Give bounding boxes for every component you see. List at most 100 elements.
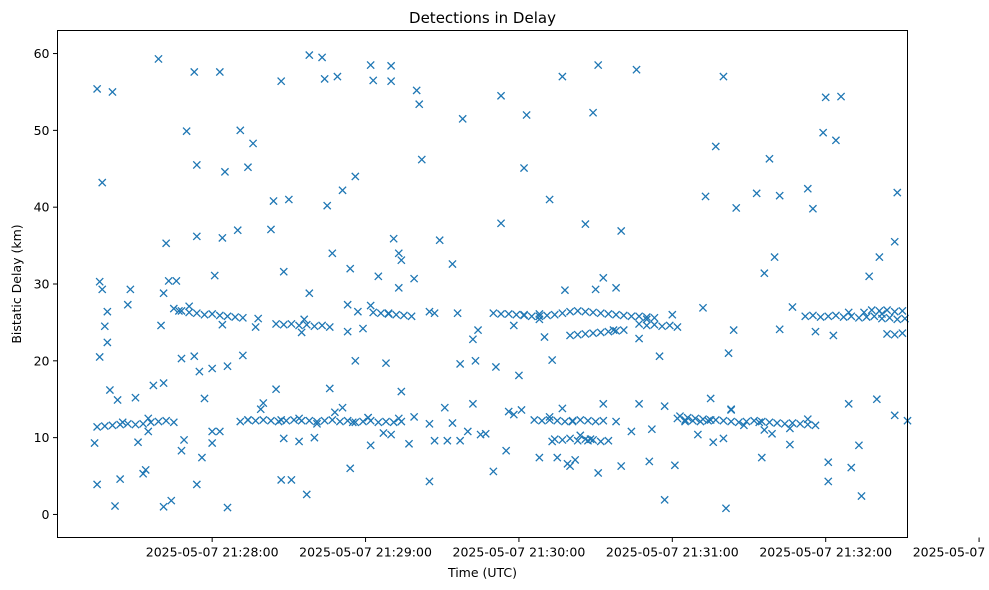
data-point bbox=[519, 163, 529, 173]
data-point bbox=[537, 416, 546, 425]
data-point bbox=[320, 416, 329, 425]
data-point bbox=[430, 436, 439, 445]
data-point bbox=[346, 264, 355, 273]
data-point bbox=[430, 309, 439, 318]
data-point bbox=[727, 405, 736, 415]
data-point bbox=[504, 407, 513, 416]
data-point bbox=[765, 154, 774, 163]
data-point bbox=[417, 155, 426, 164]
data-point bbox=[560, 417, 570, 426]
data-point bbox=[343, 327, 352, 336]
data-point bbox=[819, 128, 828, 137]
data-point bbox=[573, 306, 582, 315]
data-point bbox=[159, 502, 168, 511]
data-point bbox=[266, 225, 276, 234]
data-point bbox=[596, 328, 605, 337]
data-point bbox=[824, 477, 833, 486]
data-point bbox=[604, 436, 613, 445]
data-point bbox=[162, 416, 171, 425]
data-point bbox=[387, 61, 396, 70]
data-point bbox=[617, 226, 626, 236]
data-point bbox=[272, 319, 281, 329]
data-point bbox=[808, 311, 817, 320]
data-point bbox=[223, 503, 232, 512]
data-point bbox=[890, 237, 899, 246]
data-point bbox=[698, 415, 708, 424]
chart-title: Detections in Delay bbox=[409, 9, 556, 27]
data-point bbox=[867, 306, 876, 315]
data-point bbox=[563, 459, 572, 468]
data-point bbox=[415, 100, 424, 109]
data-point bbox=[770, 253, 779, 262]
data-point bbox=[154, 54, 163, 63]
data-point bbox=[847, 463, 856, 472]
data-point bbox=[348, 418, 357, 427]
data-point bbox=[558, 404, 567, 413]
data-point bbox=[185, 308, 194, 317]
data-point bbox=[721, 504, 731, 513]
data-point bbox=[297, 328, 306, 337]
x-tick-label: 2025-05-07 21:30:00 bbox=[453, 545, 586, 560]
data-point bbox=[185, 302, 194, 311]
y-tick-label: 0 bbox=[42, 507, 50, 522]
y-axis-label: Bistatic Delay (km) bbox=[9, 224, 24, 343]
data-point bbox=[146, 418, 155, 427]
data-point bbox=[364, 413, 373, 422]
data-point bbox=[105, 385, 114, 395]
data-point bbox=[169, 418, 178, 427]
data-point bbox=[144, 427, 153, 436]
data-point bbox=[673, 414, 682, 423]
y-tick-label: 30 bbox=[34, 277, 50, 292]
data-point bbox=[650, 313, 659, 322]
data-point bbox=[366, 301, 375, 310]
data-point bbox=[573, 436, 582, 445]
data-point bbox=[831, 311, 840, 320]
data-point bbox=[167, 496, 176, 505]
data-point bbox=[704, 416, 713, 425]
data-point bbox=[343, 300, 352, 309]
data-point bbox=[223, 362, 232, 371]
data-point bbox=[732, 203, 741, 213]
data-point bbox=[553, 453, 562, 462]
data-point bbox=[496, 91, 506, 100]
data-point bbox=[404, 439, 414, 448]
data-point bbox=[397, 256, 406, 265]
data-point bbox=[604, 327, 613, 336]
data-point bbox=[305, 289, 314, 298]
data-point bbox=[177, 306, 186, 315]
data-point bbox=[333, 72, 342, 81]
data-point bbox=[755, 418, 764, 427]
data-point bbox=[589, 108, 598, 117]
data-point bbox=[448, 259, 457, 269]
data-point bbox=[545, 415, 554, 425]
data-point bbox=[443, 436, 452, 445]
data-point bbox=[509, 321, 518, 330]
data-point bbox=[453, 309, 462, 318]
data-point bbox=[389, 418, 398, 427]
data-point bbox=[545, 412, 554, 421]
data-point bbox=[325, 322, 334, 332]
data-point bbox=[535, 309, 544, 319]
data-point bbox=[399, 311, 408, 320]
data-point bbox=[410, 274, 419, 283]
data-point bbox=[824, 312, 833, 321]
data-point bbox=[545, 195, 554, 204]
data-point bbox=[287, 475, 296, 484]
data-point bbox=[218, 233, 227, 242]
data-point bbox=[757, 453, 766, 462]
data-point bbox=[223, 312, 232, 321]
data-point bbox=[108, 421, 117, 430]
data-point bbox=[353, 307, 362, 316]
data-point bbox=[448, 418, 457, 428]
data-point bbox=[200, 394, 209, 403]
data-point bbox=[519, 310, 529, 319]
x-tick-label: 2025-05-07 21:29:00 bbox=[299, 545, 432, 560]
data-point bbox=[139, 469, 148, 478]
data-point bbox=[381, 417, 391, 426]
data-point bbox=[295, 437, 304, 446]
data-point bbox=[767, 429, 777, 438]
data-point bbox=[660, 402, 669, 411]
data-point bbox=[785, 424, 794, 433]
data-point bbox=[374, 418, 383, 427]
data-point bbox=[394, 283, 403, 292]
